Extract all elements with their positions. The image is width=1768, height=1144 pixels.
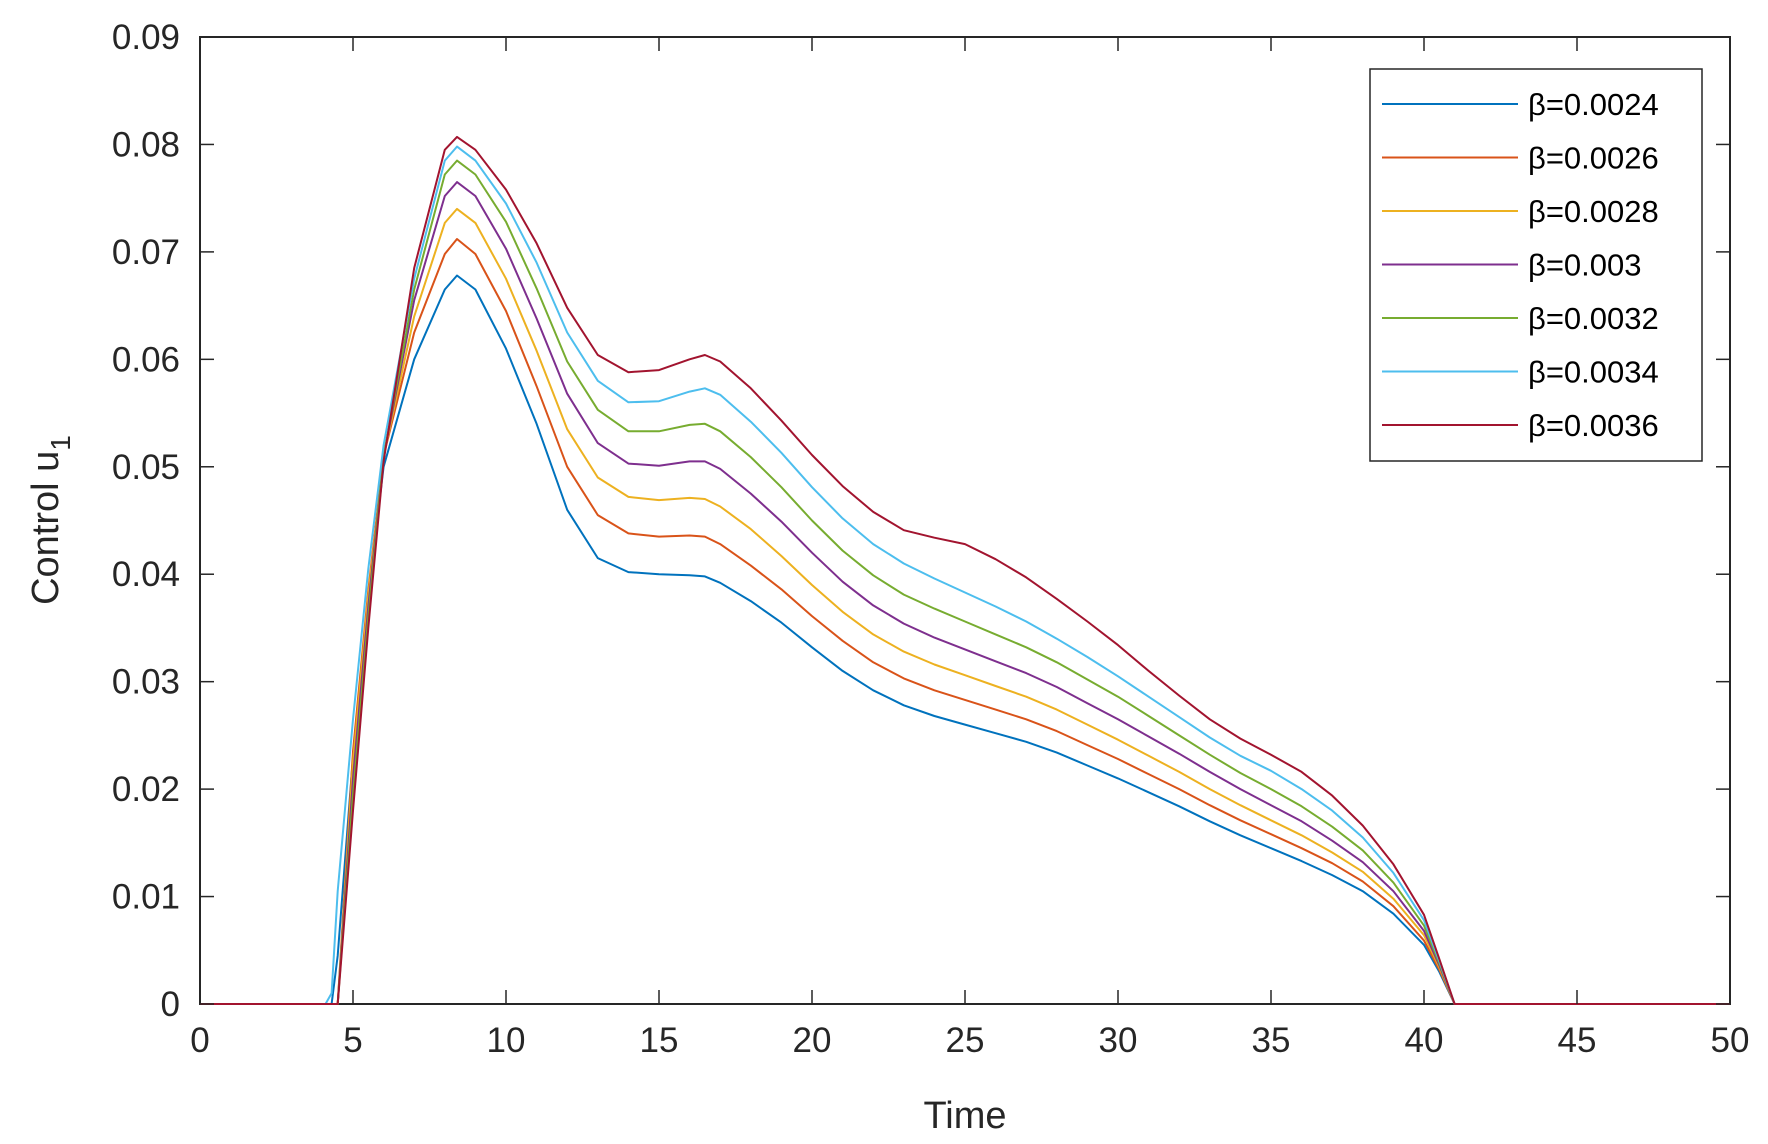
legend-label-4: β=0.003	[1528, 248, 1642, 283]
series-line-1	[200, 274, 1730, 1005]
y-tick-label: 0.04	[112, 555, 180, 594]
legend-label-2: β=0.0026	[1528, 141, 1659, 176]
series-line-3	[200, 207, 1730, 1005]
x-tick-label: 45	[1558, 1021, 1597, 1060]
x-tick-label: 35	[1252, 1021, 1291, 1060]
legend-label-5: β=0.0032	[1528, 301, 1659, 336]
x-tick-label: 15	[640, 1021, 679, 1060]
series-line-4	[200, 181, 1730, 1005]
legend-label-7: β=0.0036	[1528, 408, 1659, 443]
y-tick-label: 0.02	[112, 770, 180, 809]
series-layer	[200, 135, 1730, 1005]
y-tick-label: 0	[161, 985, 180, 1024]
series-line-5	[200, 159, 1730, 1005]
y-axis-ticks: 0 0.01 0.02 0.03 0.04 0.05 0.06 0.07 0.08 0.09	[112, 18, 1730, 1024]
y-tick-label: 0.07	[112, 233, 180, 272]
x-axis-title: Time	[923, 1095, 1006, 1137]
x-axis-ticks: 0 5 10 15 20 25 30 35 40 45 50	[190, 37, 1749, 1060]
y-tick-label: 0.09	[112, 18, 180, 57]
x-tick-label: 10	[487, 1021, 526, 1060]
y-tick-label: 0.08	[112, 125, 180, 164]
x-tick-label: 0	[190, 1021, 209, 1060]
legend: β=0.0024 β=0.0026 β=0.0028 β=0.003 β=0.0032 β…	[1369, 68, 1703, 462]
legend-label-3: β=0.0028	[1528, 194, 1659, 229]
series-line-2	[200, 238, 1730, 1005]
y-tick-label: 0.06	[112, 340, 180, 379]
x-tick-label: 50	[1711, 1021, 1750, 1060]
legend-entries: β=0.0024 β=0.0026 β=0.0028 β=0.003 β=0.0032 β…	[1382, 87, 1659, 443]
y-tick-label: 0.01	[112, 878, 180, 917]
legend-label-6: β=0.0034	[1528, 355, 1659, 390]
y-tick-label: 0.05	[112, 448, 180, 487]
x-tick-label: 5	[343, 1021, 362, 1060]
x-tick-label: 25	[946, 1021, 985, 1060]
y-axis-title-main: Control u	[25, 451, 67, 605]
y-axis-title: Control u1	[25, 435, 76, 605]
x-tick-label: 30	[1099, 1021, 1138, 1060]
y-tick-label: 0.03	[112, 663, 180, 702]
y-axis-title-subscript: 1	[45, 435, 76, 451]
legend-label-1: β=0.0024	[1528, 87, 1659, 122]
x-tick-label: 40	[1405, 1021, 1444, 1060]
series-line-7	[200, 135, 1730, 1005]
x-tick-label: 20	[793, 1021, 832, 1060]
